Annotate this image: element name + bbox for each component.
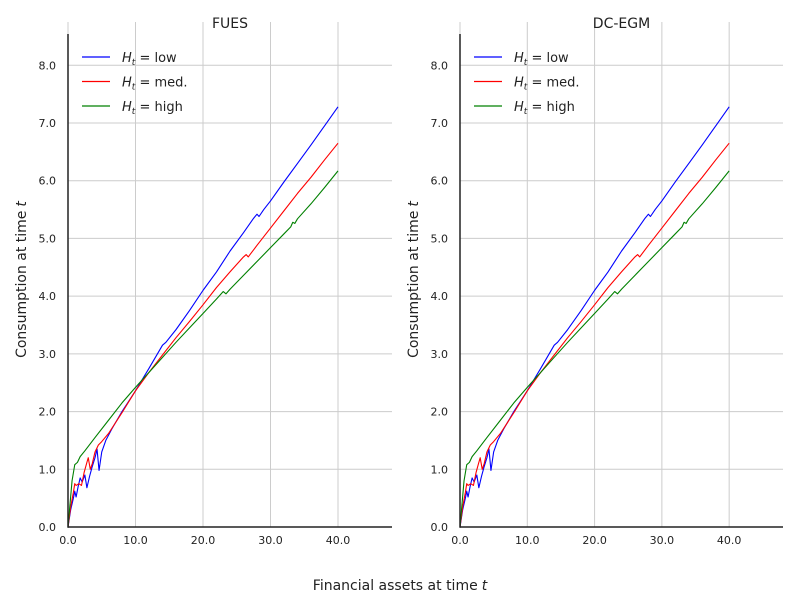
legend-series-name: low [546, 51, 569, 66]
y-axis-label: Consumption at time t [406, 201, 422, 358]
y-tick-label: 4.0 [431, 290, 449, 303]
legend-entry: Ht = high [122, 100, 183, 117]
legend-var: H [122, 51, 132, 66]
y-tick-label: 1.0 [39, 463, 57, 476]
y-tick-label: 6.0 [39, 175, 57, 188]
legend-var: H [122, 76, 132, 91]
legend-entry: Ht = high [514, 100, 575, 117]
legend-subscript: t [132, 107, 136, 117]
series-line-high [459, 170, 730, 528]
legend-entry: Ht = low [122, 51, 177, 68]
y-tick-label: 4.0 [39, 290, 57, 303]
legend-series-name: high [154, 100, 182, 115]
x-axis-label-var: t [482, 578, 488, 594]
x-tick-label: 40.0 [717, 534, 742, 547]
x-tick-label: 0.0 [451, 534, 469, 547]
y-tick-label: 1.0 [431, 463, 449, 476]
y-axis-label: Consumption at time t [14, 201, 30, 358]
legend-subscript: t [524, 83, 528, 93]
legend-series-name: low [154, 51, 177, 66]
y-axis-label-text: Consumption at time [14, 211, 30, 358]
y-tick-label: 0.0 [39, 521, 57, 534]
legend-subscript: t [524, 107, 528, 117]
x-tick-label: 10.0 [123, 534, 148, 547]
legend-entry: Ht = med. [122, 76, 188, 93]
x-tick-label: 20.0 [582, 534, 607, 547]
series-line-med [459, 142, 730, 528]
y-tick-label: 0.0 [431, 521, 449, 534]
x-tick-label: 30.0 [650, 534, 675, 547]
panel-title: FUES [212, 16, 248, 32]
legend-equals: = [527, 76, 546, 91]
y-tick-label: 7.0 [39, 117, 57, 130]
x-tick-label: 20.0 [191, 534, 216, 547]
legend-series-name: med. [546, 76, 579, 91]
legend-equals: = [527, 100, 546, 115]
y-tick-label: 6.0 [431, 175, 449, 188]
legend-var: H [122, 100, 132, 115]
x-axis-label: Financial assets at time t [313, 578, 488, 594]
y-tick-label: 2.0 [39, 406, 57, 419]
series-line-med [67, 142, 339, 528]
panel-title: DC-EGM [593, 16, 650, 32]
legend-var: H [514, 51, 524, 66]
legend-entry: Ht = low [514, 51, 569, 68]
series-line-high [67, 170, 339, 528]
y-axis-label-var: t [14, 201, 30, 207]
y-tick-label: 7.0 [431, 117, 449, 130]
y-tick-label: 5.0 [39, 232, 57, 245]
legend-equals: = [135, 76, 154, 91]
y-axis-label-text: Consumption at time [406, 211, 422, 358]
legend-entry: Ht = med. [514, 76, 580, 93]
legend-subscript: t [132, 83, 136, 93]
legend-equals: = [135, 100, 154, 115]
legend-subscript: t [524, 58, 528, 68]
y-tick-label: 8.0 [39, 59, 57, 72]
legend-equals: = [527, 51, 546, 66]
x-tick-label: 30.0 [258, 534, 283, 547]
legend-var: H [514, 100, 524, 115]
y-tick-label: 8.0 [431, 59, 449, 72]
legend-subscript: t [132, 58, 136, 68]
y-axis-label-var: t [406, 201, 422, 207]
legend-var: H [514, 76, 524, 91]
x-axis-label-text: Financial assets at time [313, 578, 478, 594]
legend-series-name: med. [154, 76, 187, 91]
legend-equals: = [135, 51, 154, 66]
x-tick-label: 40.0 [326, 534, 351, 547]
panel-fues: 0.0 10.0 20.0 30.0 40.0 0.0 1.0 2.0 3.0 4.0 5.0 6.0… [14, 16, 392, 547]
legend-series-name: high [546, 100, 574, 115]
x-tick-label: 0.0 [59, 534, 77, 547]
panel-dc-egm: 0.0 10.0 20.0 30.0 40.0 0.0 1.0 2.0 3.0 4.0 5.0 6.0… [406, 16, 783, 547]
y-tick-label: 3.0 [39, 348, 57, 361]
y-tick-label: 2.0 [431, 406, 449, 419]
y-tick-label: 3.0 [431, 348, 449, 361]
y-tick-label: 5.0 [431, 232, 449, 245]
x-tick-label: 10.0 [515, 534, 540, 547]
